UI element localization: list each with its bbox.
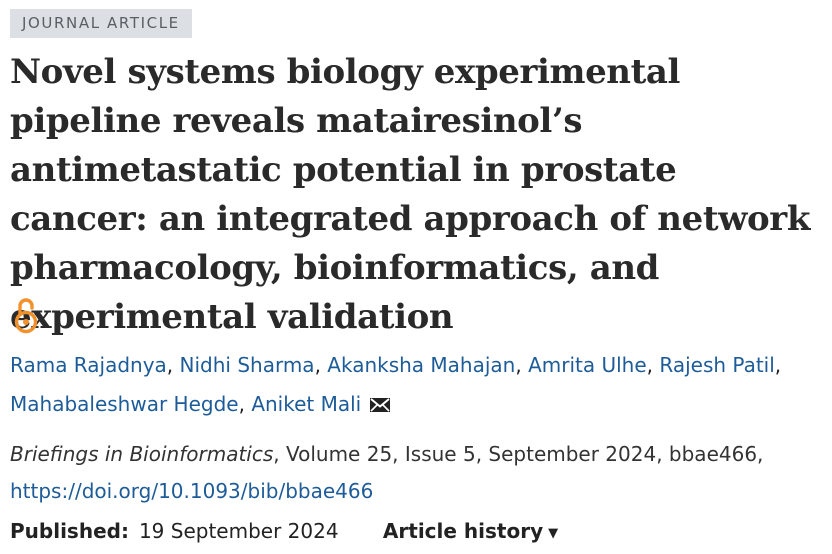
author-link[interactable]: Rama Rajadnya bbox=[10, 353, 167, 377]
author-link[interactable]: Amrita Ulhe bbox=[528, 353, 647, 377]
author-link[interactable]: Akanksha Mahajan bbox=[327, 353, 516, 377]
published-label: Published: bbox=[10, 519, 129, 543]
article-title: Novel systems biology experimental pipel… bbox=[10, 52, 810, 337]
envelope-icon[interactable] bbox=[369, 396, 391, 414]
author-link[interactable]: Aniket Mali bbox=[251, 392, 362, 416]
author-list: Rama Rajadnya, Nidhi Sharma, Akanksha Ma… bbox=[10, 353, 782, 416]
doi-link[interactable]: https://doi.org/10.1093/bib/bbae466 bbox=[10, 479, 374, 503]
article-type-badge: JOURNAL ARTICLE bbox=[10, 9, 192, 38]
open-access-lock-icon bbox=[14, 298, 38, 334]
author-link[interactable]: Mahabaleshwar Hegde bbox=[10, 392, 239, 416]
author-link[interactable]: Nidhi Sharma bbox=[179, 353, 315, 377]
article-history-label: Article history bbox=[382, 519, 544, 543]
author-link[interactable]: Rajesh Patil bbox=[659, 353, 775, 377]
article-history-toggle[interactable]: Article history ▼ bbox=[383, 514, 558, 551]
journal-name[interactable]: Briefings in Bioinformatics bbox=[10, 442, 274, 466]
citation-block: Briefings in Bioinformatics, Volume 25, … bbox=[10, 436, 825, 510]
citation-details: , Volume 25, Issue 5, September 2024, bb… bbox=[273, 442, 764, 466]
published-date: 19 September 2024 bbox=[138, 519, 339, 543]
caret-down-icon: ▼ bbox=[548, 526, 559, 541]
publication-info: Published: 19 September 2024 Article hist… bbox=[10, 514, 558, 548]
